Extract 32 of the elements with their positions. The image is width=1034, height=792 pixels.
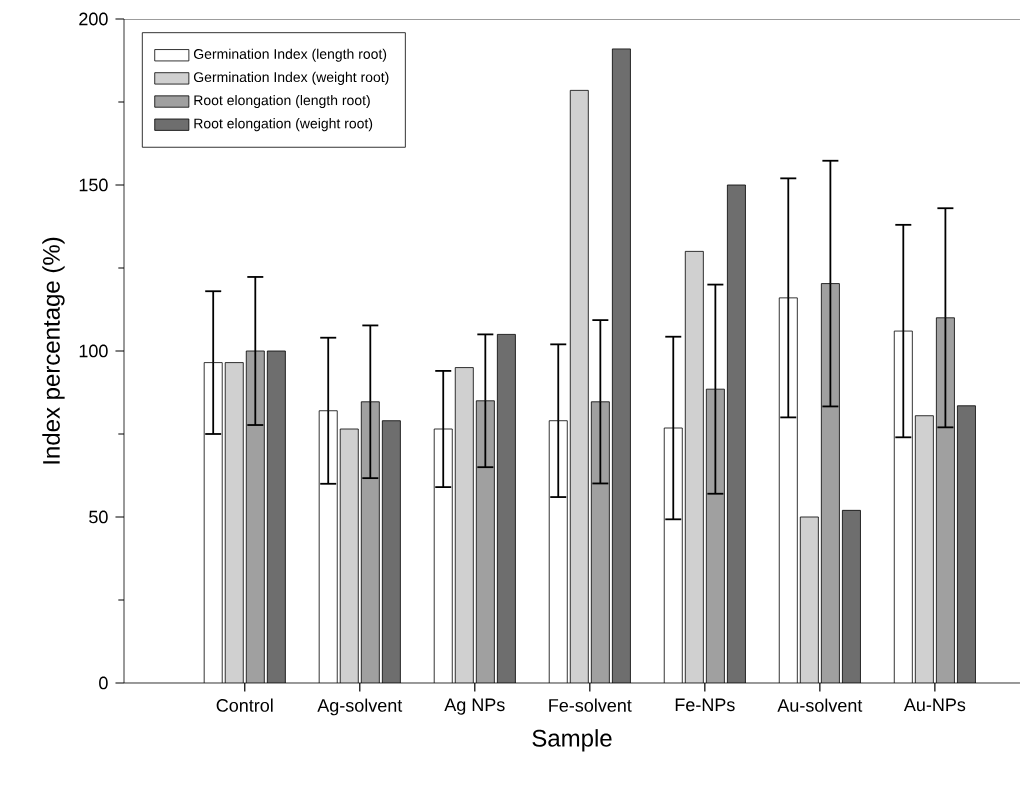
legend-label: Germination Index (weight root) [193, 71, 389, 85]
x-tick-label: Ag-solvent [317, 698, 403, 716]
y-axis-title: Index percentage (%) [42, 237, 65, 464]
bar [957, 405, 976, 683]
x-tick-label: Au-NPs [903, 698, 966, 712]
y-tick-label: 100 [79, 344, 108, 358]
x-tick-label: Fe-solvent [549, 698, 632, 712]
bar [842, 510, 861, 683]
bar [382, 420, 401, 683]
legend-label: Root elongation (weight root) [194, 118, 373, 132]
y-tick-label: 150 [79, 178, 108, 192]
bar [455, 367, 474, 683]
bar [727, 184, 746, 683]
bar [800, 516, 819, 683]
x-tick-label: Control [216, 698, 273, 712]
y-tick-label: 50 [89, 510, 108, 524]
x-axis-title: Sample [532, 729, 612, 752]
x-tick-label: Fe-NPs [675, 698, 735, 712]
legend-label: Germination Index (length root) [193, 48, 387, 62]
y-tick-label: 0 [99, 676, 108, 690]
x-tick-label: Au-solvent [777, 698, 863, 712]
bar [612, 48, 631, 683]
bar [497, 334, 516, 683]
legend-label: Root elongation (length root) [194, 94, 370, 109]
bar [685, 251, 704, 683]
bar [267, 350, 286, 683]
x-tick-label: Ag NPs [444, 698, 505, 715]
bar [570, 90, 589, 683]
bar [340, 429, 359, 683]
bar [914, 415, 934, 683]
bar [225, 362, 244, 683]
y-tick-label: 200 [79, 12, 108, 26]
